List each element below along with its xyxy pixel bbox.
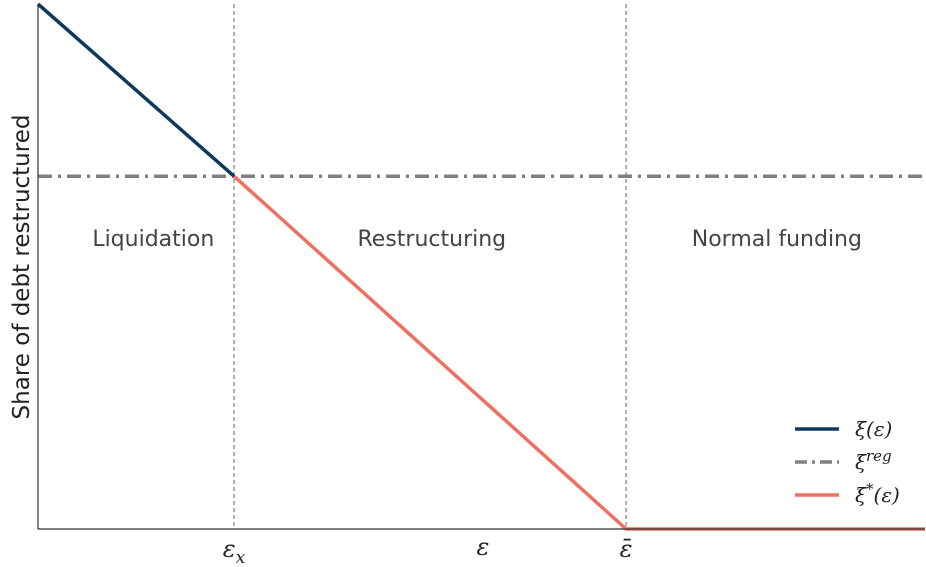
x-tick-label-1: ε̄ xyxy=(620,535,633,563)
region-label-2: Normal funding xyxy=(692,227,862,252)
legend-label-1: ξreg xyxy=(855,447,892,474)
region-label-0: Liquidation xyxy=(92,227,214,252)
series-line-0 xyxy=(36,2,236,178)
x-axis-label: ε xyxy=(477,533,490,561)
y-axis-label: Share of debt restructured xyxy=(9,115,35,420)
legend: ξ(ε) ξreg ξ*(ε) xyxy=(795,417,900,507)
legend-label-2: ξ*(ε) xyxy=(855,480,900,507)
region-label-1: Restructuring xyxy=(358,227,507,252)
legend-label-0: ξ(ε) xyxy=(855,417,892,441)
x-tick-label-0: εx xyxy=(223,535,246,567)
